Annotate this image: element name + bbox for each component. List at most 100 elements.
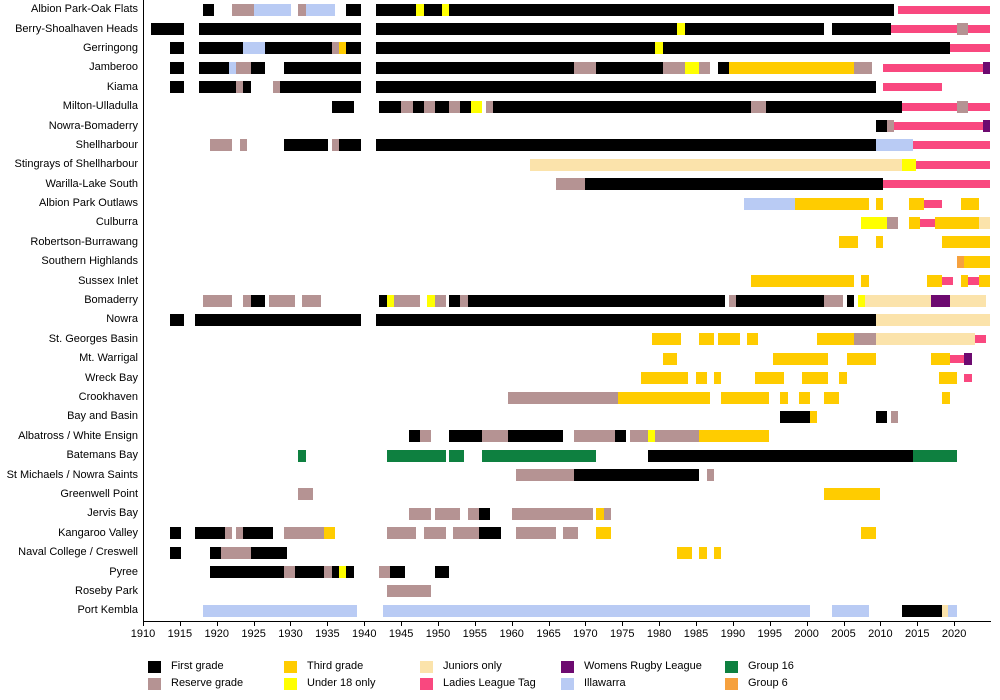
timeline-segment [717,61,729,74]
timeline-segment [269,294,295,307]
timeline-segment [530,158,902,171]
club-track [144,407,990,426]
timeline-segment [728,61,854,74]
legend-item: Juniors only [420,660,561,673]
timeline-segment [574,61,597,74]
timeline-segment [232,3,255,16]
club-track [144,136,990,155]
timeline-segment [493,100,751,113]
timeline-segment [743,197,796,210]
axis-tick [290,622,292,626]
timeline-segment [967,277,979,286]
timeline-segment [243,294,251,307]
club-row: Berry-Shoalhaven Heads [0,19,990,38]
timeline-segment [298,3,306,16]
club-track [144,465,990,484]
timeline-segment [942,604,949,617]
timeline-segment [655,42,663,55]
timeline-segment [386,294,395,307]
timeline-segment [960,275,968,288]
timeline-segment [199,61,229,74]
timeline-segment [401,100,413,113]
legend-item: Group 6 [725,677,835,690]
timeline-segment [151,23,185,36]
timeline-segment [243,527,273,540]
timeline-segment [379,100,402,113]
legend-swatch-res [148,677,161,690]
x-axis-line [143,621,991,622]
timeline-segment [614,430,626,443]
timeline-segment [210,139,233,152]
timeline-segment [508,430,564,443]
timeline-segment [967,102,990,111]
timeline-segment [449,294,461,307]
club-track [144,97,990,116]
club-label: Gerringong [82,41,138,54]
timeline-segment [169,42,185,55]
legend-label: Juniors only [443,660,502,672]
timeline-segment [202,604,358,617]
timeline-segment [967,25,990,34]
axis-tick [806,622,808,626]
timeline-segment [956,255,965,268]
timeline-segment [978,275,990,288]
timeline-segment [202,294,233,307]
club-track [144,155,990,174]
timeline-segment [511,507,593,520]
timeline-segment [875,313,990,326]
timeline-segment [662,352,678,365]
club-label: Pyree [109,565,138,578]
club-label: Kiama [106,80,138,93]
timeline-segment [195,313,361,326]
timeline-segment [283,527,325,540]
axis-tick [769,622,771,626]
timeline-segment [596,61,663,74]
timeline-segment [949,294,987,307]
timeline-segment [423,3,442,16]
timeline-segment [416,3,424,16]
club-label: Bay and Basin [67,410,138,423]
timeline-segment [449,100,461,113]
timeline-segment [169,313,185,326]
timeline-segment [298,488,314,501]
timeline-segment [883,83,943,92]
timeline-segment [482,449,597,462]
axis-tick-label: 1990 [720,628,746,640]
timeline-segment [338,566,347,579]
axis-tick [401,622,403,626]
timeline-segment [875,410,887,423]
timeline-segment [714,546,722,559]
timeline-segment [379,566,391,579]
timeline-segment [883,63,983,72]
club-row: Stingrays of Shellharbour [0,155,990,174]
legend-item: Ladies League Tag [420,677,561,690]
timeline-segment [221,546,251,559]
club-track [144,252,990,271]
club-label: Jamberoo [89,61,138,74]
axis-tick [548,622,550,626]
timeline-segment [482,430,509,443]
timeline-segment [331,139,339,152]
axis-tick-label: 1985 [683,628,709,640]
club-row: Pyree [0,562,990,581]
timeline-segment [629,430,648,443]
timeline-segment [747,333,759,346]
axis-tick-label: 2000 [794,628,819,640]
timeline-segment [857,294,865,307]
club-label: St Michaels / Nowra Saints [6,468,138,481]
axis-tick [474,622,476,626]
club-label: Bomaderry [84,294,138,307]
timeline-segment [379,294,387,307]
timeline-segment [802,372,829,385]
timeline-segment [699,61,711,74]
timeline-segment [467,294,726,307]
club-track [144,427,990,446]
timeline-segment [920,218,935,227]
timeline-segment [728,294,737,307]
club-row: Gerringong [0,39,990,58]
club-row: Bomaderry [0,291,990,310]
timeline-segment [375,42,656,55]
club-rows: Albion Park-Oak Flats Berry-Shoalhaven He… [0,3,990,617]
timeline-segment [964,255,990,268]
legend-label: Group 16 [748,660,794,672]
